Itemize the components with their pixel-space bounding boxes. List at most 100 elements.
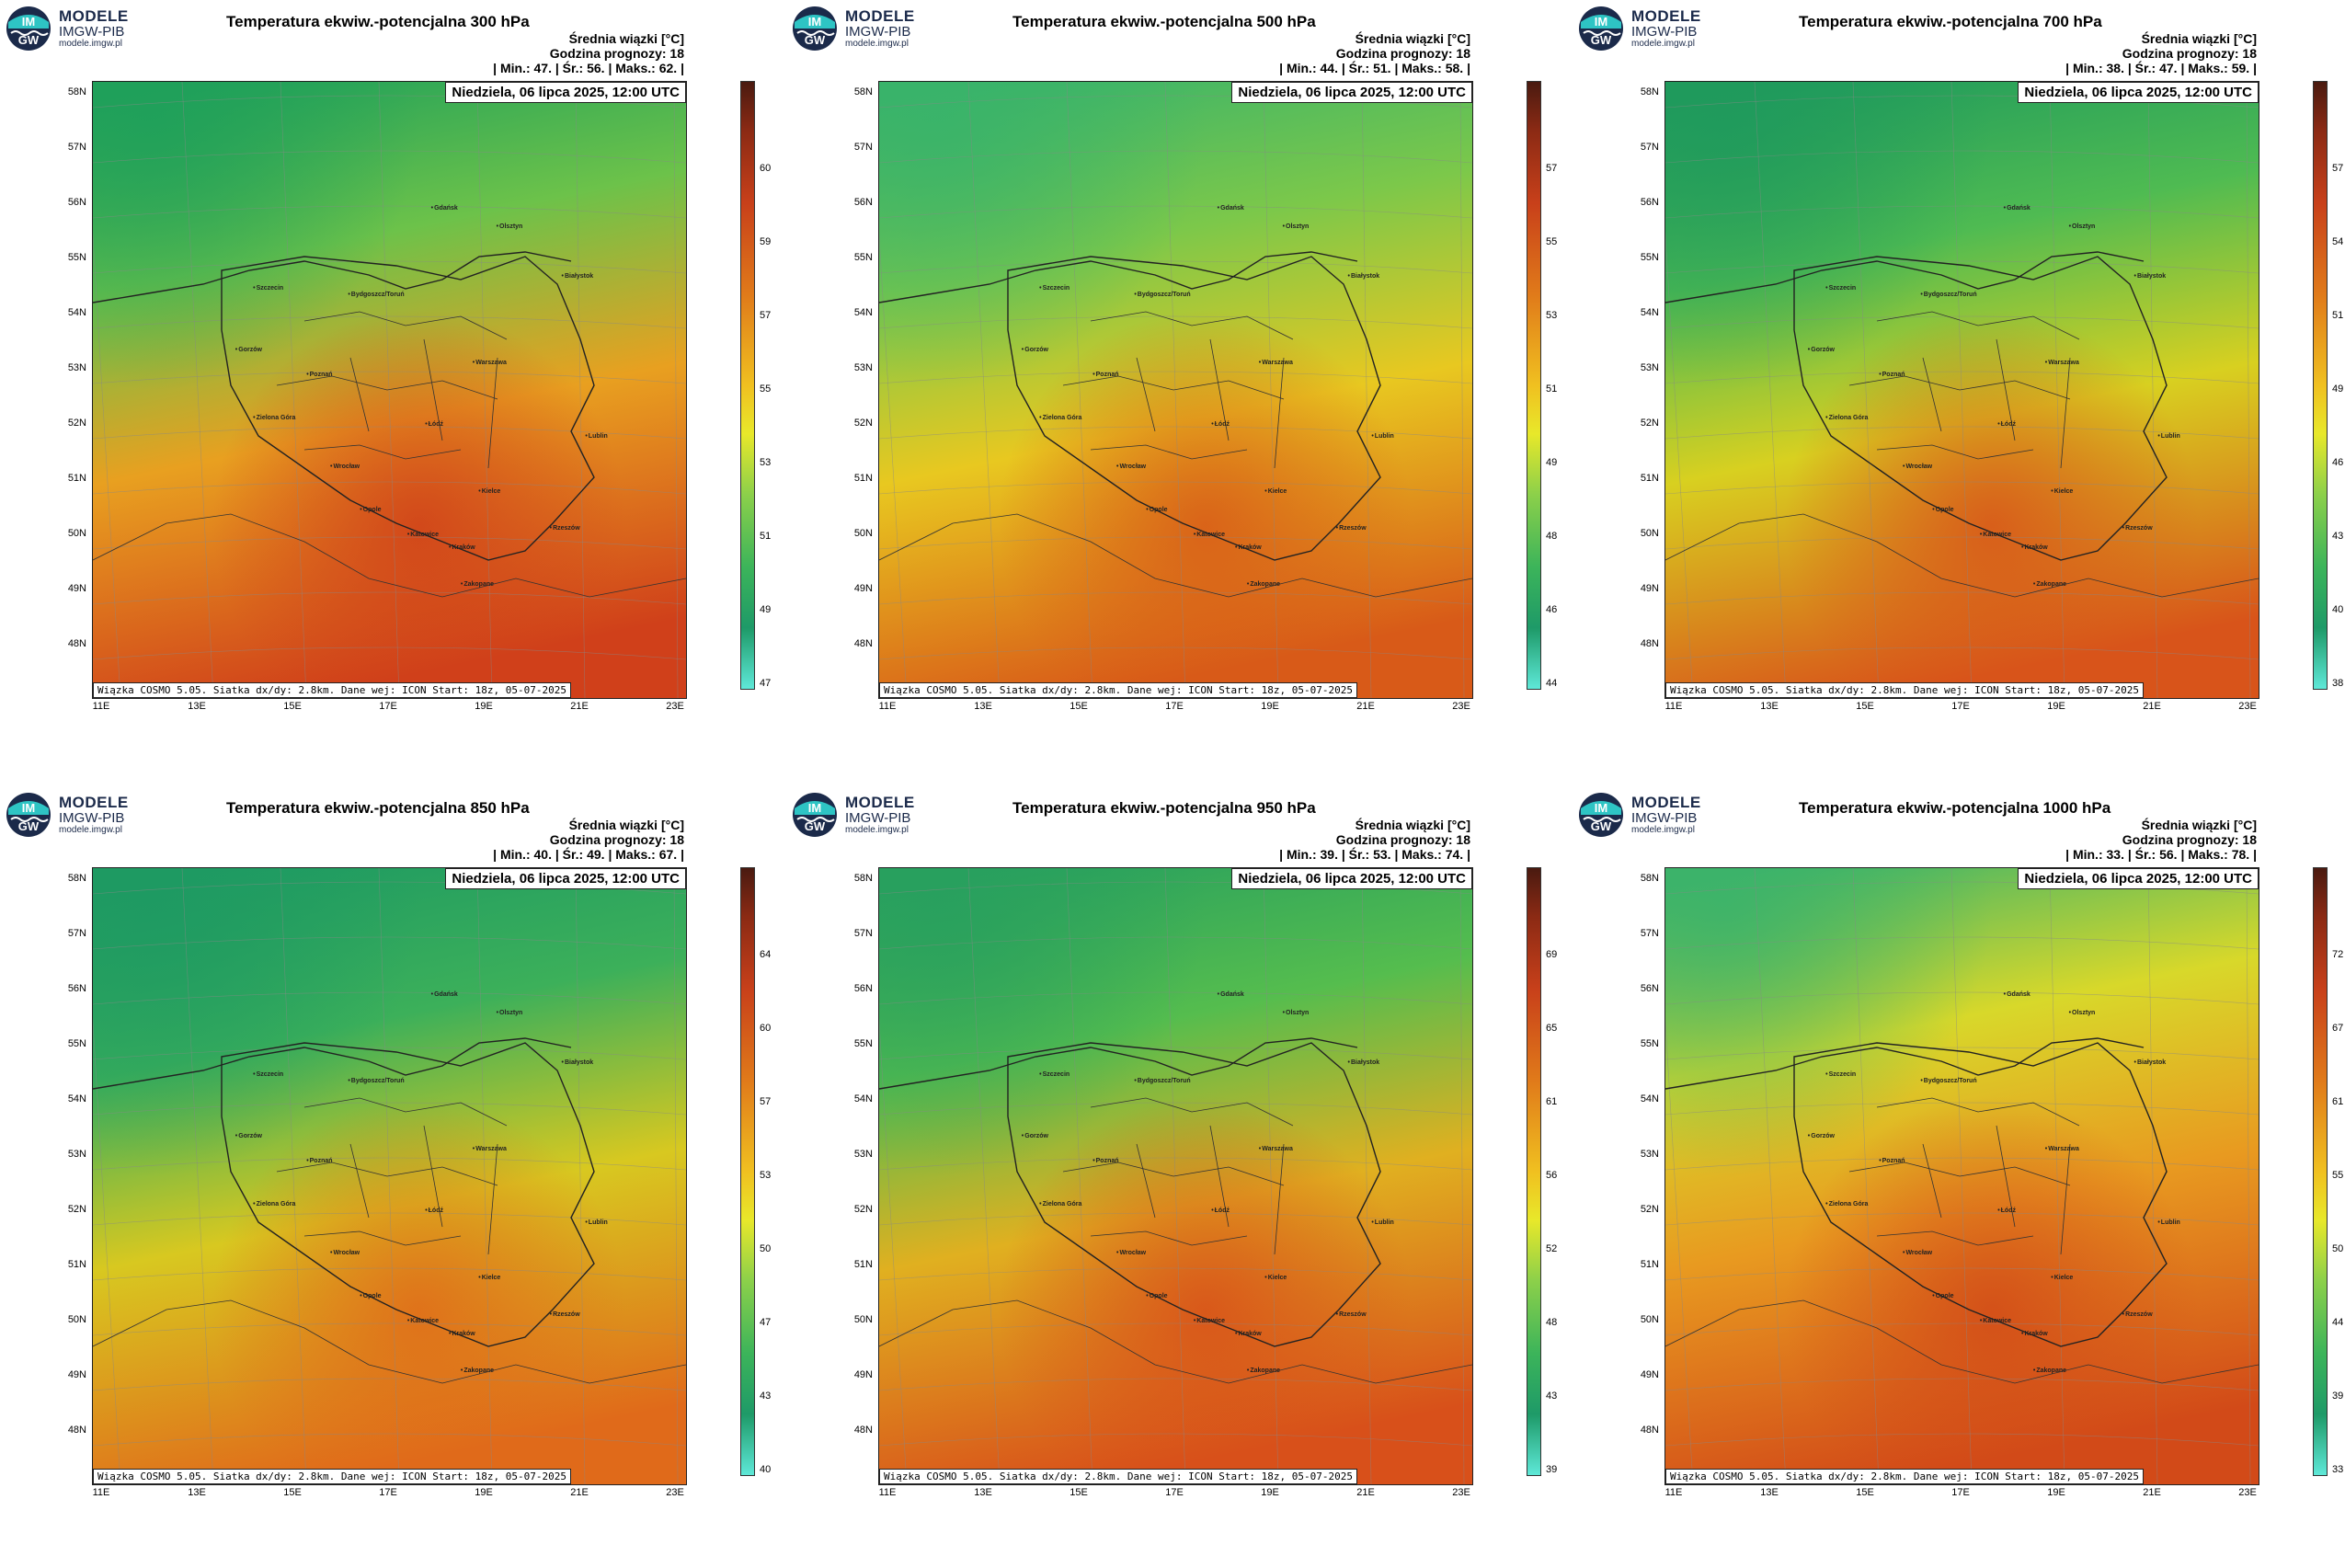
- svg-text:GW: GW: [805, 33, 826, 47]
- city-label: Wrocław: [330, 464, 360, 470]
- colorbar-tick: 50: [760, 1243, 772, 1254]
- model-credit: Wiązka COSMO 5.05. Siatka dx/dy: 2.8km. …: [879, 682, 1357, 698]
- latitude-tick: 52N: [1640, 1204, 1659, 1215]
- longitude-axis: 11E 13E 15E 17E 19E 21E 23E: [92, 701, 685, 719]
- city-label: Łódź: [425, 421, 443, 428]
- logo-line3: modele.imgw.pl: [1631, 38, 1695, 49]
- model-credit: Wiązka COSMO 5.05. Siatka dx/dy: 2.8km. …: [879, 1469, 1357, 1484]
- svg-text:GW: GW: [18, 33, 40, 47]
- latitude-tick: 58N: [67, 873, 86, 884]
- city-label: Kraków: [449, 1331, 475, 1337]
- subtitle-mean: Średnia wiązki [°C]: [2141, 818, 2257, 832]
- temperature-map[interactable]: Gdańsk Olsztyn Szczecin Bydgoszcz/Toruń Biał…: [1664, 81, 2259, 699]
- subtitle-mean: Średnia wiązki [°C]: [568, 818, 684, 832]
- colorbar-tick: 57: [760, 1096, 772, 1107]
- colorbar-tick: 57: [2332, 163, 2344, 174]
- latitude-tick: 55N: [67, 252, 86, 263]
- map-field: [879, 82, 1472, 698]
- imgw-logo-icon: IM GW: [793, 6, 837, 51]
- longitude-tick: 23E: [1452, 701, 1470, 712]
- latitude-tick: 50N: [1640, 528, 1659, 539]
- colorbar-tick: 44: [2332, 1317, 2344, 1328]
- latitude-tick: 57N: [67, 142, 86, 153]
- colorbar-tick: 48: [1546, 531, 1558, 542]
- city-label: Poznań: [1879, 372, 1905, 378]
- city-label: Kraków: [449, 544, 475, 551]
- colorbar-tick: 54: [2332, 236, 2344, 247]
- longitude-tick: 21E: [1356, 1487, 1375, 1498]
- latitude-axis: 58N 57N 56N 55N 54N 53N 52N 51N 50N 49N 48N: [1624, 867, 1663, 1485]
- logo-line1: MODELE: [845, 6, 915, 25]
- city-label: Bydgoszcz/Toruń: [1920, 1078, 1977, 1084]
- city-label: Poznań: [1879, 1158, 1905, 1164]
- latitude-tick: 52N: [67, 1204, 86, 1215]
- city-label: Gdańsk: [2004, 205, 2030, 212]
- colorbar-tick: 64: [760, 949, 772, 960]
- city-label: Gdańsk: [431, 991, 458, 998]
- colorbar-tick: 72: [2332, 949, 2344, 960]
- colorbar-tick: 43: [2332, 531, 2344, 542]
- city-label: Gorzów: [235, 1133, 262, 1139]
- temperature-map[interactable]: Gdańsk Olsztyn Szczecin Bydgoszcz/Toruń Biał…: [878, 81, 1473, 699]
- subtitle-forecast-hour: Godzina prognozy: 18: [1335, 832, 1470, 847]
- longitude-tick: 19E: [2047, 1487, 2065, 1498]
- city-label: Katowice: [407, 1318, 439, 1324]
- city-label: Białystok: [562, 273, 593, 280]
- city-label: Lublin: [2157, 433, 2180, 440]
- city-label: Gorzów: [235, 347, 262, 353]
- colorbar-tick: 61: [2332, 1096, 2344, 1107]
- city-label: Gdańsk: [2004, 991, 2030, 998]
- logo-line2: IMGW-PIB: [59, 23, 125, 40]
- longitude-tick: 17E: [1951, 1487, 1970, 1498]
- logo-line2: IMGW-PIB: [59, 809, 125, 826]
- latitude-tick: 51N: [67, 473, 86, 484]
- colorbar-ticks: 64 60 57 53 50 47 43 40: [760, 867, 782, 1475]
- city-label: Wrocław: [1903, 1250, 1932, 1256]
- city-label: Bydgoszcz/Toruń: [1134, 292, 1191, 298]
- panel-subinfo: Średnia wiązki [°C] Godzina prognozy: 18 |…: [493, 818, 684, 862]
- city-label: Kielce: [1264, 1275, 1287, 1281]
- colorbar-tick: 60: [760, 163, 772, 174]
- latitude-tick: 55N: [853, 1038, 873, 1049]
- panel-title: Temperatura ekwiw.-potencjalna 1000 hPa: [1799, 799, 2111, 817]
- longitude-tick: 23E: [1452, 1487, 1470, 1498]
- colorbar-tick: 49: [1546, 457, 1558, 468]
- colorbar-tick: 50: [2332, 1243, 2344, 1254]
- colorbar-tick: 51: [2332, 310, 2344, 321]
- colorbar-tick: 47: [760, 678, 772, 689]
- imgw-logo: IM GW MODELE IMGW-PIB modele.imgw.pl: [6, 792, 129, 838]
- longitude-tick: 11E: [92, 701, 110, 712]
- city-label: Opole: [360, 1293, 382, 1299]
- temperature-map[interactable]: Gdańsk Olsztyn Szczecin Bydgoszcz/Toruń Biał…: [1664, 867, 2259, 1485]
- latitude-tick: 58N: [67, 86, 86, 97]
- forecast-panel: IM GW MODELE IMGW-PIB modele.imgw.pl Temperat…: [786, 786, 1568, 1568]
- city-label: Olsztyn: [1283, 1010, 1309, 1016]
- temperature-map[interactable]: Gdańsk Olsztyn Szczecin Bydgoszcz/Toruń Biał…: [92, 81, 687, 699]
- longitude-axis: 11E 13E 15E 17E 19E 21E 23E: [1664, 1487, 2258, 1505]
- latitude-tick: 49N: [1640, 1369, 1659, 1380]
- temperature-map[interactable]: Gdańsk Olsztyn Szczecin Bydgoszcz/Toruń Biał…: [878, 867, 1473, 1485]
- latitude-tick: 51N: [853, 473, 873, 484]
- colorbar-tick: 43: [760, 1391, 772, 1402]
- colorbar-ticks: 57 55 53 51 49 48 46 44: [1546, 81, 1568, 689]
- imgw-logo: IM GW MODELE IMGW-PIB modele.imgw.pl: [792, 792, 915, 838]
- colorbar-tick: 55: [1546, 236, 1558, 247]
- longitude-tick: 19E: [2047, 701, 2065, 712]
- subtitle-forecast-hour: Godzina prognozy: 18: [1335, 46, 1470, 61]
- longitude-tick: 11E: [1664, 701, 1683, 712]
- latitude-tick: 53N: [1640, 1149, 1659, 1160]
- model-credit: Wiązka COSMO 5.05. Siatka dx/dy: 2.8km. …: [93, 682, 571, 698]
- latitude-tick: 57N: [1640, 928, 1659, 939]
- latitude-tick: 56N: [853, 197, 873, 208]
- latitude-tick: 53N: [1640, 362, 1659, 373]
- stats-line: | Min.: 44. | Śr.: 51. | Maks.: 58. |: [1279, 61, 1470, 75]
- date-label: Niedziela, 06 lipca 2025, 12:00 UTC: [445, 868, 686, 889]
- temperature-map[interactable]: Gdańsk Olsztyn Szczecin Bydgoszcz/Toruń Biał…: [92, 867, 687, 1485]
- colorbar-tick: 51: [1546, 383, 1558, 395]
- panel-title: Temperatura ekwiw.-potencjalna 700 hPa: [1799, 13, 2102, 30]
- colorbar-tick: 39: [2332, 1391, 2344, 1402]
- city-label: Bydgoszcz/Toruń: [348, 292, 405, 298]
- latitude-tick: 50N: [67, 528, 86, 539]
- latitude-tick: 53N: [853, 362, 873, 373]
- latitude-tick: 58N: [853, 873, 873, 884]
